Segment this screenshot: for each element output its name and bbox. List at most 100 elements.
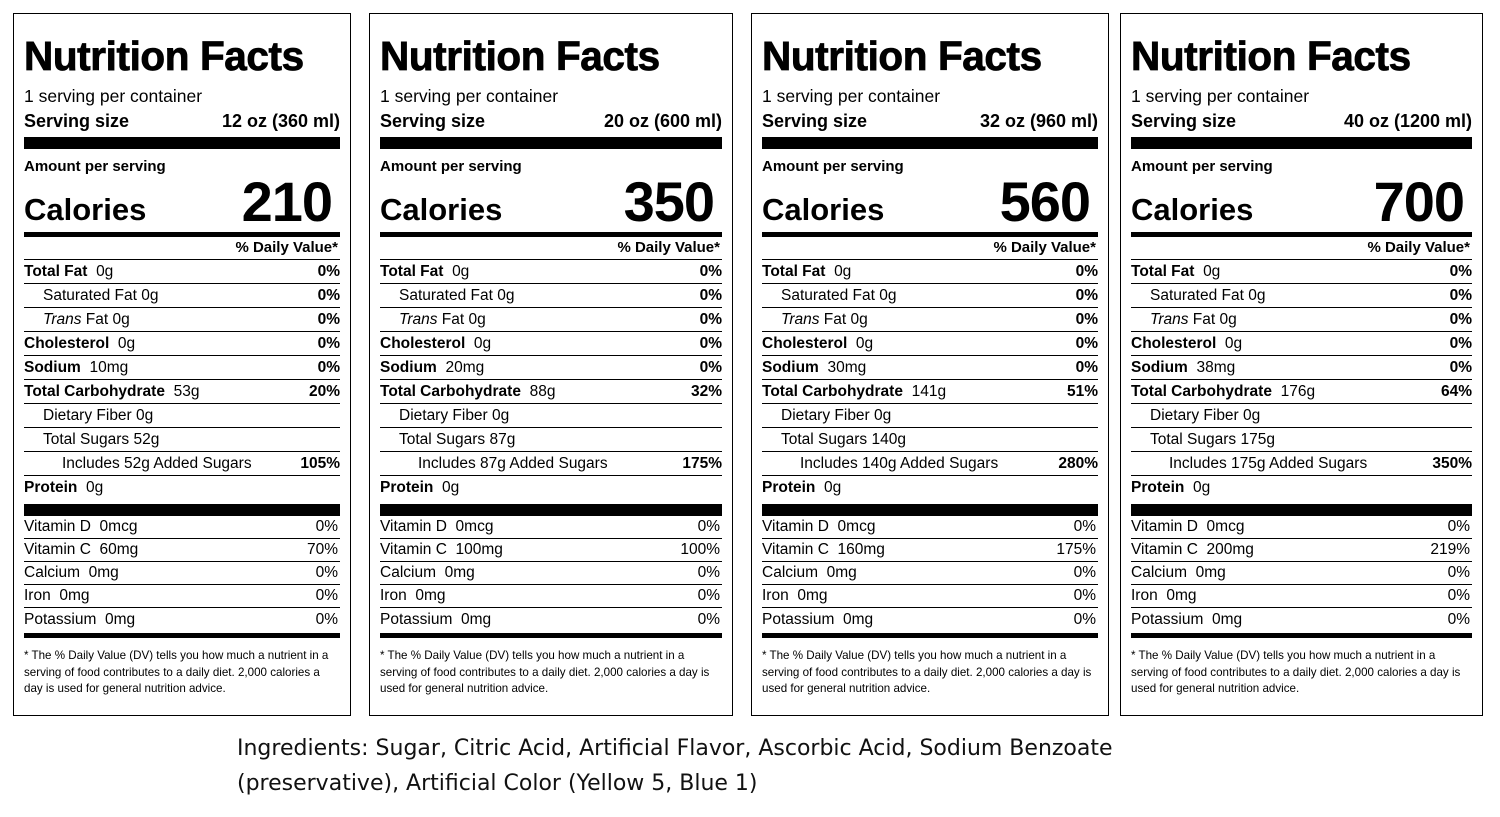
footnote: * The % Daily Value (DV) tells you how m… (24, 649, 329, 695)
nutrient-row-dietary-fiber: Dietary Fiber 0g (24, 404, 340, 428)
medium-divider (380, 232, 722, 237)
thick-divider (380, 137, 722, 149)
thick-divider (24, 137, 340, 149)
amount-per-serving: Amount per serving (1131, 158, 1273, 175)
vitamin-row-potassium: Potassium 0mg 0% (380, 610, 720, 628)
nutrient-row-cholesterol: Cholesterol 0g 0% (1131, 332, 1472, 356)
nutrient-row-saturated-fat: Saturated Fat 0g 0% (762, 284, 1098, 308)
nutrient-row-total-sugars: Total Sugars 175g (1131, 428, 1472, 452)
calories-value: 350 (623, 170, 715, 233)
daily-value-header: % Daily Value* (762, 237, 1098, 260)
footnote: * The % Daily Value (DV) tells you how m… (1131, 649, 1461, 695)
medium-divider (24, 633, 340, 638)
servings-per-container: 1 serving per container (380, 86, 559, 106)
nutrient-row-total-carbohydrate: Total Carbohydrate 176g 64% (1131, 380, 1472, 404)
vitamin-row-potassium: Potassium 0mg 0% (762, 610, 1096, 628)
footnote: * The % Daily Value (DV) tells you how m… (762, 649, 1092, 695)
vitamin-row-calcium: Calcium 0mg 0% (762, 562, 1098, 585)
serving-size-value: 40 oz (1200 ml) (1343, 111, 1472, 131)
nutrient-row-protein: Protein 0g (1131, 479, 1211, 496)
label-title: Nutrition Facts (1131, 33, 1412, 79)
calories-value: 210 (241, 170, 333, 233)
nutrient-row-trans-fat: Trans Fat 0g 0% (24, 308, 340, 332)
vitamin-row-potassium: Potassium 0mg 0% (1131, 610, 1470, 628)
nutrient-row-total-carbohydrate: Total Carbohydrate 141g 51% (762, 380, 1098, 404)
calories-value: 700 (1373, 170, 1465, 233)
nutrient-row-total-sugars: Total Sugars 140g (762, 428, 1098, 452)
vitamin-row-calcium: Calcium 0mg 0% (1131, 562, 1472, 585)
thick-divider (762, 504, 1098, 516)
serving-size-label: Serving size (24, 111, 130, 131)
serving-size-label: Serving size (1131, 111, 1237, 131)
nutrient-row-added-sugars: Includes 87g Added Sugars 175% (380, 452, 722, 476)
medium-divider (1131, 232, 1472, 237)
nutrient-row-total-sugars: Total Sugars 87g (380, 428, 722, 452)
nutrient-row-protein: Protein 0g (762, 479, 842, 496)
ingredients-text: Ingredients: Sugar, Citric Acid, Artific… (237, 736, 1113, 796)
nutrient-row-added-sugars: Includes 52g Added Sugars 105% (24, 452, 340, 476)
servings-per-container: 1 serving per container (24, 86, 203, 106)
vitamin-row-vitamin-c: Vitamin C 100mg 100% (380, 539, 722, 562)
servings-per-container: 1 serving per container (1131, 86, 1310, 106)
label-title: Nutrition Facts (380, 33, 661, 79)
nutrient-row-added-sugars: Includes 175g Added Sugars 350% (1131, 452, 1472, 476)
nutrient-row-protein: Protein 0g (380, 479, 460, 496)
calories-row: Calories 560 (762, 170, 1098, 233)
amount-per-serving: Amount per serving (380, 158, 522, 175)
vitamin-row-iron: Iron 0mg 0% (380, 585, 722, 608)
vitamin-row-vitamin-c: Vitamin C 160mg 175% (762, 539, 1098, 562)
vitamin-row-vitamin-d: Vitamin D 0mcg 0% (762, 516, 1098, 539)
nutrient-row-total-carbohydrate: Total Carbohydrate 88g 32% (380, 380, 722, 404)
nutrient-row-cholesterol: Cholesterol 0g 0% (24, 332, 340, 356)
nutrient-row-dietary-fiber: Dietary Fiber 0g (380, 404, 722, 428)
vitamin-row-vitamin-c: Vitamin C 200mg 219% (1131, 539, 1472, 562)
serving-size-row: Serving size 12 oz (360 ml) (24, 110, 340, 132)
serving-size-row: Serving size 32 oz (960 ml) (762, 110, 1098, 132)
daily-value-header: % Daily Value* (380, 237, 722, 260)
nutrient-row-protein: Protein 0g (24, 479, 104, 496)
nutrient-row-sodium: Sodium 20mg 0% (380, 356, 722, 380)
vitamin-row-vitamin-d: Vitamin D 0mcg 0% (1131, 516, 1472, 539)
serving-size-label: Serving size (762, 111, 868, 131)
medium-divider (762, 633, 1098, 638)
nutrient-row-total-carbohydrate: Total Carbohydrate 53g 20% (24, 380, 340, 404)
calories-label: Calories (762, 192, 885, 227)
serving-size-label: Serving size (380, 111, 486, 131)
thick-divider (762, 137, 1098, 149)
nutrient-row-cholesterol: Cholesterol 0g 0% (762, 332, 1098, 356)
thick-divider (24, 504, 340, 516)
vitamin-row-calcium: Calcium 0mg 0% (24, 562, 340, 585)
label-title: Nutrition Facts (762, 33, 1043, 79)
vitamin-row-vitamin-d: Vitamin D 0mcg 0% (24, 516, 340, 539)
vitamin-row-vitamin-d: Vitamin D 0mcg 0% (380, 516, 722, 539)
nutrient-row-added-sugars: Includes 140g Added Sugars 280% (762, 452, 1098, 476)
nutrient-row-total-fat: Total Fat 0g 0% (24, 260, 340, 284)
nutrition-label-20oz: Nutrition Facts 1 serving per container … (369, 13, 733, 716)
footnote: * The % Daily Value (DV) tells you how m… (380, 649, 710, 695)
vitamin-row-iron: Iron 0mg 0% (24, 585, 340, 608)
medium-divider (1131, 633, 1472, 638)
vitamin-row-iron: Iron 0mg 0% (1131, 585, 1472, 608)
label-title: Nutrition Facts (24, 33, 305, 79)
thick-divider (380, 504, 722, 516)
nutrient-row-trans-fat: Trans Fat 0g 0% (762, 308, 1098, 332)
nutrient-row-trans-fat: Trans Fat 0g 0% (380, 308, 722, 332)
vitamin-row-iron: Iron 0mg 0% (762, 585, 1098, 608)
calories-row: Calories 700 (1131, 170, 1472, 233)
serving-size-row: Serving size 40 oz (1200 ml) (1131, 110, 1472, 132)
nutrient-row-saturated-fat: Saturated Fat 0g 0% (24, 284, 340, 308)
calories-value: 560 (999, 170, 1091, 233)
nutrition-label-40oz: Nutrition Facts 1 serving per container … (1120, 13, 1483, 716)
nutrient-row-total-fat: Total Fat 0g 0% (762, 260, 1098, 284)
nutrient-row-dietary-fiber: Dietary Fiber 0g (1131, 404, 1472, 428)
daily-value-header: % Daily Value* (24, 237, 340, 260)
nutrient-row-saturated-fat: Saturated Fat 0g 0% (380, 284, 722, 308)
servings-per-container: 1 serving per container (762, 86, 941, 106)
medium-divider (24, 232, 340, 237)
calories-row: Calories 210 (24, 170, 340, 233)
nutrient-row-sodium: Sodium 38mg 0% (1131, 356, 1472, 380)
medium-divider (762, 232, 1098, 237)
calories-label: Calories (24, 192, 147, 227)
vitamin-row-vitamin-c: Vitamin C 60mg 70% (24, 539, 340, 562)
nutrient-row-sodium: Sodium 10mg 0% (24, 356, 340, 380)
